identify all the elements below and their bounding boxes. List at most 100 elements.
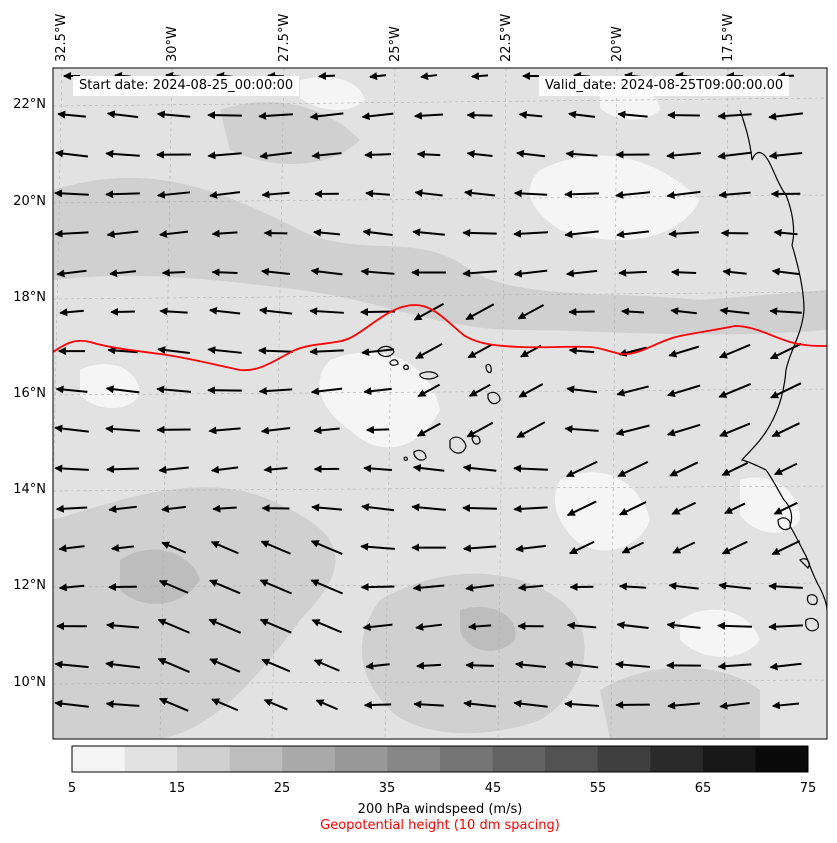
wind-arrow: [618, 582, 647, 591]
wind-arrow: [110, 544, 135, 553]
wind-arrow: [209, 190, 241, 199]
wind-arrow: [58, 583, 85, 592]
wind-arrow: [311, 503, 342, 512]
wind-arrow: [666, 384, 701, 398]
wind-arrow: [769, 307, 802, 316]
wind-arrow: [361, 348, 395, 357]
wind-arrow: [771, 701, 800, 710]
wind-arrow: [463, 699, 496, 708]
wind-arrow: [462, 544, 497, 553]
wind-arrow: [513, 699, 548, 708]
wind-arrow: [207, 386, 242, 395]
wind-arrow: [415, 661, 442, 670]
colorbar-swatch: [334, 746, 388, 772]
wind-arrow: [721, 540, 748, 555]
wind-arrow: [412, 228, 445, 237]
wind-arrow: [773, 462, 798, 476]
lon-label-20w: 20°W: [610, 26, 625, 62]
colorbar-sublabel: Geopotential height (10 dm spacing): [320, 818, 560, 833]
colorbar-frame: [71, 745, 809, 773]
wind-arrow: [105, 700, 140, 709]
wind-arrow: [564, 190, 599, 199]
wind-arrow: [668, 582, 699, 590]
wind-arrow: [769, 662, 802, 671]
colorbar-tick: 5: [67, 781, 77, 796]
wind-arrow: [57, 110, 86, 119]
wind-arrow: [718, 190, 751, 199]
wind-arrow: [261, 190, 290, 199]
wind-arrow: [616, 230, 650, 239]
wind-arrow: [309, 112, 344, 121]
wind-arrow: [310, 387, 343, 396]
wind-arrow: [360, 267, 395, 276]
colorbar-swatch: [545, 746, 599, 772]
wind-arrow: [412, 583, 445, 592]
wind-arrow: [55, 149, 89, 158]
wind-arrow: [105, 385, 140, 394]
wind-arrow: [671, 501, 697, 515]
wind-arrow: [620, 307, 645, 316]
wind-arrow: [259, 618, 292, 634]
wind-arrow: [54, 229, 89, 238]
wind-arrow: [773, 501, 798, 515]
wind-arrow: [615, 190, 650, 199]
wind-arrow: [207, 111, 242, 120]
wind-arrow: [413, 111, 444, 120]
wind-arrow: [513, 464, 548, 473]
wind-arrow: [361, 112, 394, 121]
wind-arrow: [210, 541, 239, 555]
lon-label-27-5w: 27.5°W: [277, 13, 292, 62]
wind-arrow: [55, 504, 88, 513]
coastline: [739, 109, 827, 632]
lon-label-25w: 25°W: [388, 26, 403, 62]
colorbar-swatch: [702, 746, 756, 772]
wind-arrow: [363, 387, 392, 396]
wind-arrow: [54, 189, 90, 198]
valid-date-label: Valid_date: 2024-08-25T09:00:00.00: [539, 76, 790, 96]
wind-arrow: [467, 343, 493, 359]
wind-arrow: [517, 583, 544, 592]
wind-arrow: [515, 149, 546, 158]
wind-arrow: [619, 501, 647, 516]
wind-arrow: [56, 269, 87, 278]
wind-arrow: [771, 540, 801, 556]
wind-arrow: [564, 230, 599, 239]
colorbar-swatch: [229, 746, 283, 772]
wind-arrow: [722, 268, 747, 276]
wind-arrow: [564, 660, 599, 669]
wind-arrow: [514, 660, 547, 669]
lat-label-16n: 16°N: [13, 386, 46, 401]
wind-arrow: [160, 504, 187, 513]
lat-label-10n: 10°N: [13, 675, 46, 690]
wind-arrow: [518, 383, 544, 398]
wind-arrow: [719, 306, 750, 315]
wind-arrow: [105, 190, 140, 199]
wind-arrow: [719, 422, 751, 437]
wind-arrow: [54, 660, 89, 669]
wind-arrow: [672, 541, 696, 554]
wind-arrow: [615, 424, 650, 437]
wind-arrow: [666, 621, 701, 630]
wind-arrow: [158, 465, 189, 474]
wind-arrow: [309, 347, 344, 356]
wind-arrow: [667, 701, 700, 710]
wind-arrow: [313, 426, 340, 435]
wind-arrow: [462, 504, 498, 513]
wind-arrow: [360, 542, 396, 551]
wind-arrow: [161, 541, 187, 554]
colorbar-swatch: [387, 746, 441, 772]
wind-arrow: [771, 267, 800, 276]
wind-arrow: [564, 425, 599, 434]
colorbar-swatch: [597, 746, 651, 772]
colorbar-tick: 35: [378, 781, 396, 796]
wind-arrow: [466, 421, 494, 438]
wind-arrow: [156, 110, 191, 119]
wind-arrow: [311, 151, 342, 160]
wind-arrow: [768, 151, 803, 160]
wind-arrow: [513, 269, 548, 278]
wind-arrow: [718, 581, 751, 590]
lat-label-18n: 18°N: [13, 290, 46, 305]
wind-arrow: [362, 228, 393, 237]
wind-arrow: [463, 189, 496, 197]
wind-arrow: [771, 422, 800, 438]
